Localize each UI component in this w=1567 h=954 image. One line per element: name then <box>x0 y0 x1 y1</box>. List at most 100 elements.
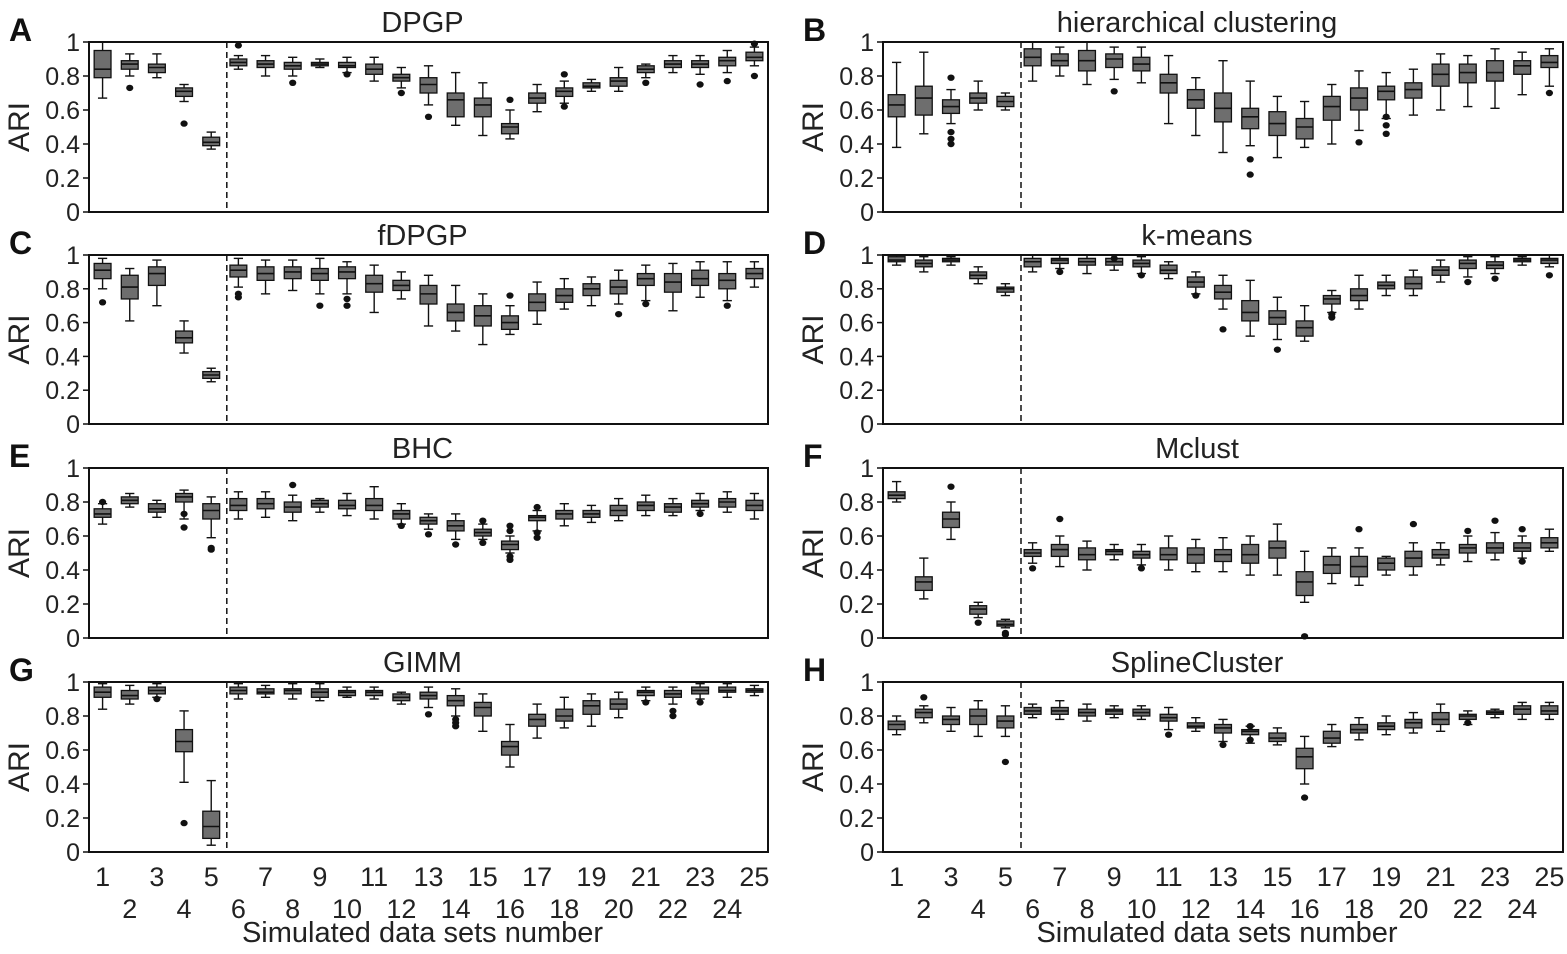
x-tick-label: 1 <box>95 862 110 892</box>
box-dataset-19 <box>1377 71 1396 137</box>
box-dataset-13 <box>419 65 438 121</box>
y-tick-label: 0.4 <box>839 343 874 371</box>
plot-frame <box>882 681 1564 853</box>
y-tick-label: 0.4 <box>45 771 80 799</box>
box-dataset-21 <box>1431 259 1450 283</box>
y-tick-label: 0.4 <box>45 131 80 159</box>
box-dataset-22 <box>1458 255 1477 286</box>
x-tick-label: 14 <box>1235 894 1265 924</box>
panel-letter: G <box>9 652 34 688</box>
outlier-point <box>153 695 161 703</box>
iqr-box <box>1431 548 1450 559</box>
box-dataset-8 <box>283 481 302 522</box>
box-dataset-17 <box>528 703 547 739</box>
box-dataset-19 <box>582 693 601 727</box>
box-dataset-24 <box>1513 701 1532 721</box>
outlier-point <box>506 553 514 560</box>
box-dataset-2 <box>120 684 139 705</box>
iqr-box <box>636 272 655 287</box>
iqr-box <box>1159 547 1178 561</box>
box-dataset-6 <box>1023 254 1042 273</box>
x-tick-label: 4 <box>177 894 192 924</box>
box-dataset-10 <box>337 56 357 78</box>
iqr-box <box>969 605 988 615</box>
box-dataset-16 <box>1295 100 1314 149</box>
box-dataset-4 <box>969 700 988 738</box>
outlier-point <box>1001 758 1010 766</box>
y-tick-label: 0.2 <box>45 591 80 619</box>
x-axis-label: Simulated data sets number <box>1036 917 1397 949</box>
box-dataset-3 <box>941 255 961 266</box>
iqr-box <box>718 686 737 693</box>
box-dataset-6 <box>1023 542 1042 572</box>
x-tick-label: 22 <box>658 894 688 924</box>
box-dataset-12 <box>392 691 411 705</box>
box-dataset-1 <box>93 257 112 306</box>
box-dataset-19 <box>582 276 601 307</box>
plot-frame <box>88 681 769 853</box>
box-dataset-14 <box>446 71 465 127</box>
box-dataset-24 <box>718 491 737 513</box>
box-dataset-12 <box>392 503 411 529</box>
iqr-box <box>500 122 520 135</box>
outlier-point <box>1518 558 1526 565</box>
box-dataset-19 <box>1377 555 1396 576</box>
iqr-box <box>174 492 194 503</box>
chart-title: SplineCluster <box>1111 647 1284 679</box>
iqr-box <box>1213 723 1233 734</box>
box-dataset-19 <box>1377 715 1396 736</box>
box-dataset-3 <box>941 483 961 541</box>
iqr-box <box>914 708 933 719</box>
box-dataset-19 <box>582 78 601 93</box>
box-dataset-13 <box>1213 537 1233 573</box>
box-dataset-13 <box>1213 274 1233 333</box>
box-dataset-25 <box>745 40 764 80</box>
box-dataset-22 <box>663 686 683 720</box>
y-tick-label: 0 <box>66 199 80 227</box>
box-dataset-16 <box>500 522 520 563</box>
box-dataset-10 <box>337 492 357 517</box>
outlier-point <box>750 72 759 80</box>
outlier-point <box>343 295 351 303</box>
y-tick-label: 1 <box>860 29 874 57</box>
box-dataset-4 <box>174 710 194 827</box>
outlier-point <box>506 96 514 104</box>
iqr-box <box>1213 92 1233 123</box>
box-dataset-1 <box>93 41 112 99</box>
box-dataset-10 <box>337 686 357 698</box>
box-dataset-23 <box>691 261 710 298</box>
outlier-point <box>1382 130 1390 137</box>
outlier-point <box>723 77 731 85</box>
y-tick-label: 0.6 <box>45 737 80 765</box>
x-tick-label: 21 <box>631 862 661 892</box>
outlier-point <box>1464 719 1472 726</box>
iqr-box <box>446 92 465 118</box>
box-dataset-7 <box>256 491 275 518</box>
outlier-point <box>1110 255 1118 262</box>
iqr-box <box>1159 264 1178 275</box>
outlier-point <box>533 534 541 541</box>
iqr-box <box>147 503 166 513</box>
box-dataset-24 <box>718 49 737 85</box>
box-dataset-5 <box>202 367 221 383</box>
outlier-point <box>1246 156 1254 163</box>
x-tick-label: 18 <box>549 894 579 924</box>
box-dataset-17 <box>528 281 547 325</box>
iqr-box <box>528 713 547 727</box>
y-tick-label: 0.6 <box>45 97 80 125</box>
box-dataset-18 <box>555 277 574 310</box>
y-tick-label: 0.8 <box>45 489 80 517</box>
iqr-box <box>1159 73 1178 94</box>
iqr-box <box>500 540 520 551</box>
x-tick-label: 15 <box>1262 862 1292 892</box>
outlier-point <box>560 103 568 110</box>
box-dataset-25 <box>1540 48 1559 97</box>
y-axis-label: ARI <box>3 314 36 364</box>
box-dataset-23 <box>691 492 710 518</box>
iqr-box <box>745 51 764 62</box>
box-dataset-7 <box>256 684 275 698</box>
box-dataset-16 <box>500 723 520 768</box>
x-tick-label: 4 <box>971 894 986 924</box>
y-tick-label: 1 <box>860 669 874 697</box>
box-dataset-2 <box>914 694 933 724</box>
